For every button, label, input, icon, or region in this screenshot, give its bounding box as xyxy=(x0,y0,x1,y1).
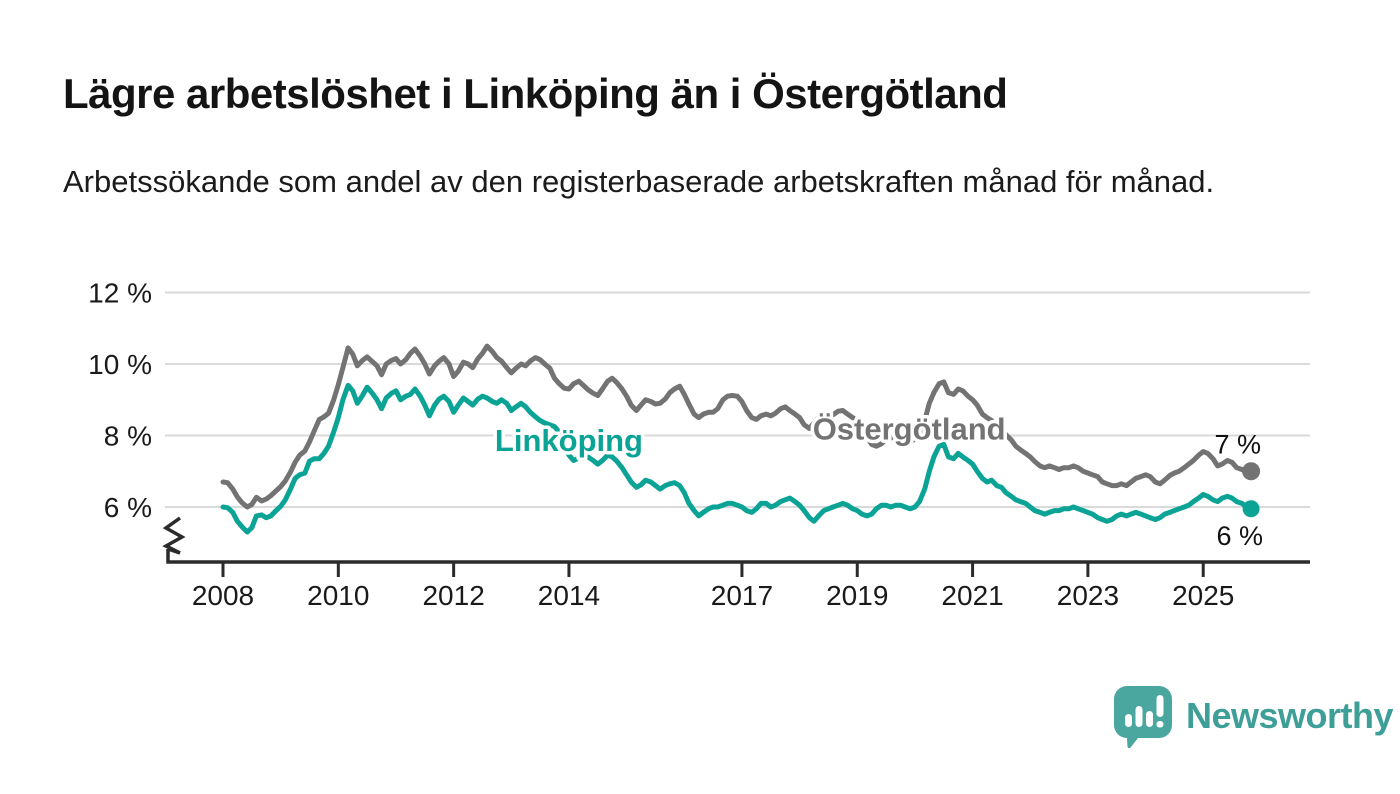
chart-title: Lägre arbetslöshet i Linköping än i Öste… xyxy=(63,70,1008,117)
x-tick-label: 2014 xyxy=(538,580,600,611)
bar-3 xyxy=(1146,711,1153,727)
y-tick-label: 8 % xyxy=(104,421,152,452)
x-tick-label: 2017 xyxy=(711,580,773,611)
x-tick-label: 2025 xyxy=(1172,580,1234,611)
y-tick-label: 10 % xyxy=(88,349,152,380)
speech-bubble-shape xyxy=(1114,686,1172,748)
exclamation-dot xyxy=(1156,721,1164,728)
stergtland-end-value-label: 7 % xyxy=(1215,429,1262,459)
exclamation-bar xyxy=(1156,695,1164,717)
x-tick-label: 2010 xyxy=(307,580,369,611)
newsworthy-logo: Newsworthy xyxy=(1112,684,1394,748)
linkping-series-label: Linköping xyxy=(495,423,643,458)
stergtland-end-dot xyxy=(1242,462,1261,481)
x-tick-label: 2023 xyxy=(1057,580,1119,611)
chart-subtitle: Arbetssökande som andel av den registerb… xyxy=(63,164,1215,199)
linkping-end-dot xyxy=(1242,500,1260,518)
x-tick-label: 2019 xyxy=(826,580,888,611)
y-tick-label: 6 % xyxy=(104,492,152,523)
x-tick-label: 2021 xyxy=(941,580,1003,611)
bar-2 xyxy=(1135,706,1143,727)
y-tick-label: 12 % xyxy=(88,278,152,309)
stergtland-line xyxy=(220,343,1254,510)
bar-1 xyxy=(1125,714,1132,727)
axis-break-icon xyxy=(162,516,186,555)
linkping-line xyxy=(220,382,1254,535)
brand-wordmark: Newsworthy xyxy=(1186,695,1394,736)
x-tick-label: 2008 xyxy=(192,580,254,611)
linkping-end-value-label: 6 % xyxy=(1217,521,1264,551)
newsworthy-bubble-chart-icon xyxy=(1114,686,1172,748)
x-tick-label: 2012 xyxy=(422,580,484,611)
stergtland-series-label: Östergötland xyxy=(813,411,1006,446)
x-axis-line xyxy=(166,549,1310,564)
